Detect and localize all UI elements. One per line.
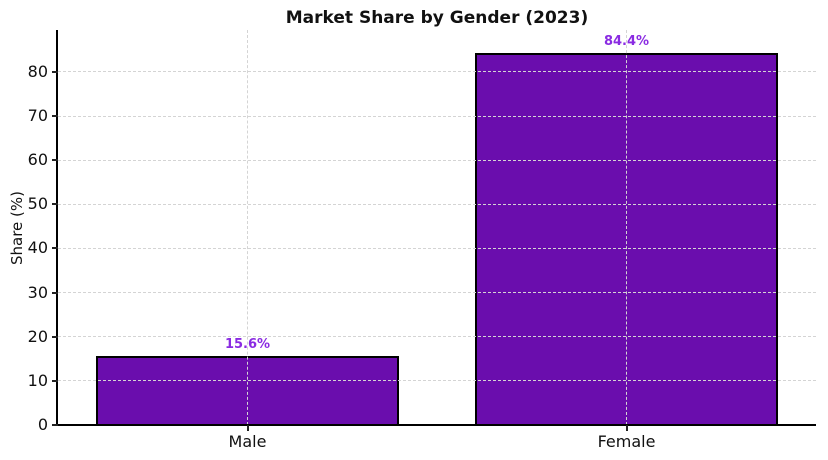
v-gridline	[626, 30, 627, 425]
bottom-spine	[56, 424, 816, 426]
y-tick-mark	[52, 291, 58, 294]
h-gridline	[58, 380, 816, 382]
bar-value-label: 15.6%	[224, 337, 271, 353]
h-gridline	[58, 292, 816, 294]
x-tick-label: Female	[597, 432, 656, 451]
x-tick-mark	[625, 425, 628, 431]
y-tick-label: 30	[27, 282, 48, 302]
y-tick-label: 60	[27, 150, 48, 170]
h-gridline	[58, 203, 816, 205]
x-tick-mark	[246, 425, 249, 431]
y-tick-label: 40	[27, 238, 48, 258]
y-tick-label: 20	[27, 326, 48, 346]
h-gridline	[58, 336, 816, 338]
y-tick-label: 0	[37, 415, 48, 434]
h-gridline	[58, 115, 816, 117]
y-tick-mark	[52, 203, 58, 206]
y-tick-mark	[52, 424, 58, 426]
y-tick-mark	[52, 159, 58, 162]
y-tick-label: 80	[27, 61, 48, 81]
h-gridline	[58, 71, 816, 73]
x-tick-label: Male	[228, 432, 267, 451]
y-tick-mark	[52, 70, 58, 73]
v-gridline	[247, 30, 248, 425]
y-tick-mark	[52, 247, 58, 250]
h-gridline	[58, 247, 816, 249]
y-tick-mark	[52, 115, 58, 118]
chart-title: Market Share by Gender (2023)	[285, 8, 589, 28]
y-tick-label: 10	[27, 370, 48, 390]
y-tick-label: 70	[27, 106, 48, 126]
y-tick-label: 50	[27, 194, 48, 214]
h-gridline	[58, 159, 816, 161]
y-tick-mark	[52, 379, 58, 382]
bar-value-label: 84.4%	[603, 33, 650, 49]
left-spine	[56, 30, 58, 426]
y-tick-mark	[52, 335, 58, 338]
